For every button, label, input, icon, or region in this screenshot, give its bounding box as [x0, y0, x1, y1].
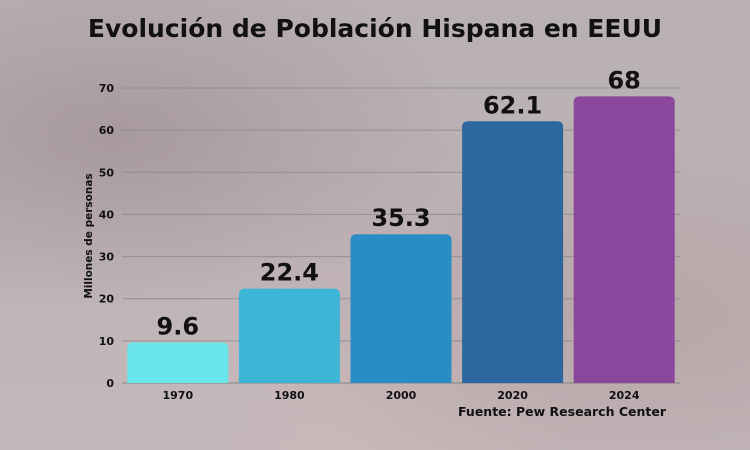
bar [462, 121, 564, 384]
y-tick-label: 60 [99, 124, 115, 137]
y-tick-label: 10 [99, 335, 115, 348]
y-tick-label: 70 [99, 82, 115, 95]
chart-title: Evolución de Población Hispana en EEUU [87, 14, 663, 43]
y-axis-label: Millones de personas [83, 173, 95, 298]
bar [127, 342, 229, 383]
data-label: 22.4 [260, 259, 319, 287]
data-label: 9.6 [157, 313, 200, 341]
y-tick-label: 0 [106, 377, 114, 390]
data-label: 68 [607, 66, 640, 94]
x-tick-label: 1970 [162, 389, 193, 402]
y-tick-label: 40 [99, 208, 115, 221]
y-tick-label: 50 [99, 166, 115, 179]
bar [238, 288, 340, 383]
data-label: 62.1 [483, 91, 542, 119]
source-note: Fuente: Pew Research Center [458, 404, 666, 419]
y-tick-label: 20 [99, 293, 115, 306]
bar [350, 234, 452, 383]
data-label: 35.3 [371, 204, 430, 232]
x-tick-label: 1980 [274, 389, 305, 402]
x-tick-label: 2024 [609, 389, 640, 402]
y-tick-label: 30 [99, 251, 115, 264]
bar [573, 96, 675, 383]
x-tick-label: 2000 [386, 389, 417, 402]
x-tick-label: 2020 [497, 389, 528, 402]
